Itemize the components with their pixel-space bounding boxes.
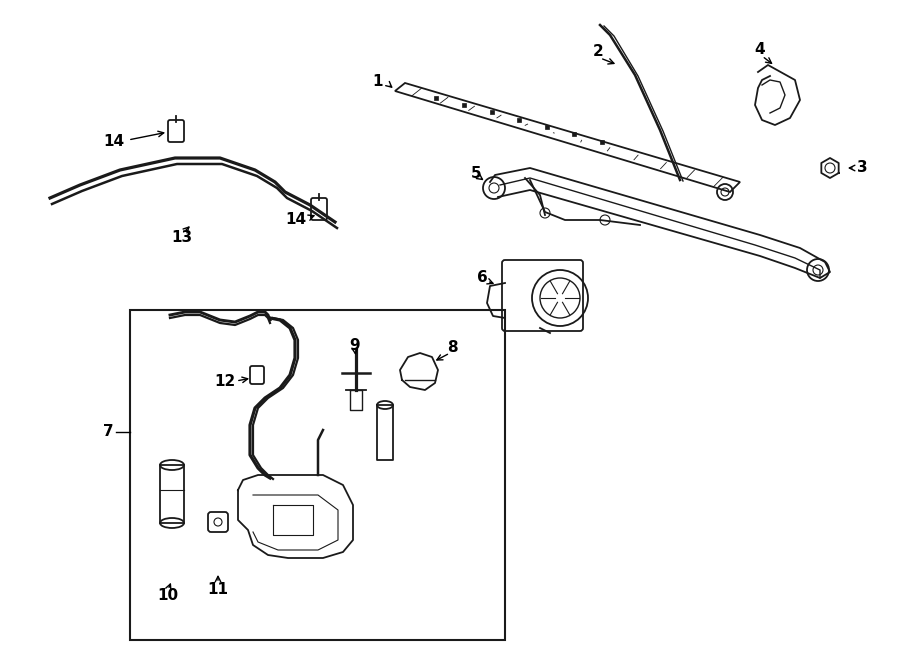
Text: 3: 3 [857, 161, 868, 176]
Text: 10: 10 [158, 588, 178, 603]
Text: 2: 2 [592, 44, 603, 59]
Text: 14: 14 [285, 212, 307, 227]
Text: 5: 5 [471, 165, 482, 180]
Text: 13: 13 [171, 229, 193, 245]
Text: 14: 14 [104, 134, 124, 149]
Text: 8: 8 [446, 340, 457, 356]
Text: 7: 7 [103, 424, 113, 440]
Text: 9: 9 [350, 338, 360, 352]
Text: 12: 12 [214, 375, 236, 389]
Bar [160, 465, 184, 523]
Text: 4: 4 [755, 42, 765, 58]
Text: 6: 6 [477, 270, 488, 286]
Text: 1: 1 [373, 75, 383, 89]
Bar [130, 310, 505, 640]
Text: 11: 11 [208, 582, 229, 598]
